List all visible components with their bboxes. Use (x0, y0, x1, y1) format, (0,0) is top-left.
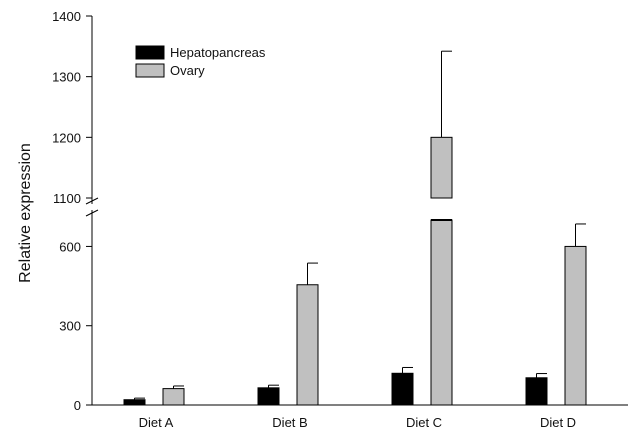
ovary-bar (296, 284, 319, 406)
hepatopancreas-bar (257, 387, 280, 406)
y-tick-label: 1400 (52, 9, 81, 24)
legend-swatch-hepatopancreas (135, 45, 165, 60)
x-tick-label: Diet D (540, 415, 576, 430)
axis-break-mark (85, 209, 99, 217)
legend: Hepatopancreas Ovary (135, 45, 266, 78)
legend-swatch-ovary (135, 63, 165, 78)
x-tick-label: Diet B (272, 415, 307, 430)
hepatopancreas-bar (123, 399, 146, 406)
y-tick-label: 300 (59, 319, 81, 334)
x-tick-label: Diet C (406, 415, 442, 430)
ovary-bar (430, 136, 453, 199)
axis-break-mark (85, 197, 99, 205)
legend-label-hepatopancreas: Hepatopancreas (170, 45, 266, 60)
y-axis-label: Relative expression (17, 143, 34, 283)
y-tick-label: 1300 (52, 70, 81, 85)
hepatopancreas-bar (391, 372, 414, 406)
y-tick-label: 600 (59, 239, 81, 254)
bars-layer (123, 50, 587, 406)
y-tick-label: 1100 (53, 191, 81, 206)
hepatopancreas-bar (525, 377, 548, 406)
y-tick-label: 0 (74, 398, 81, 413)
ovary-bar (430, 219, 453, 406)
x-tick-label: Diet A (139, 415, 174, 430)
ovary-bar (564, 245, 587, 406)
axis-layer: 0 300 600 1100 1200 1300 1400 Diet A Diet B Diet … (52, 9, 628, 430)
legend-label-ovary: Ovary (170, 63, 205, 78)
y-tick-label: 1200 (52, 130, 81, 145)
ovary-bar (162, 388, 185, 406)
